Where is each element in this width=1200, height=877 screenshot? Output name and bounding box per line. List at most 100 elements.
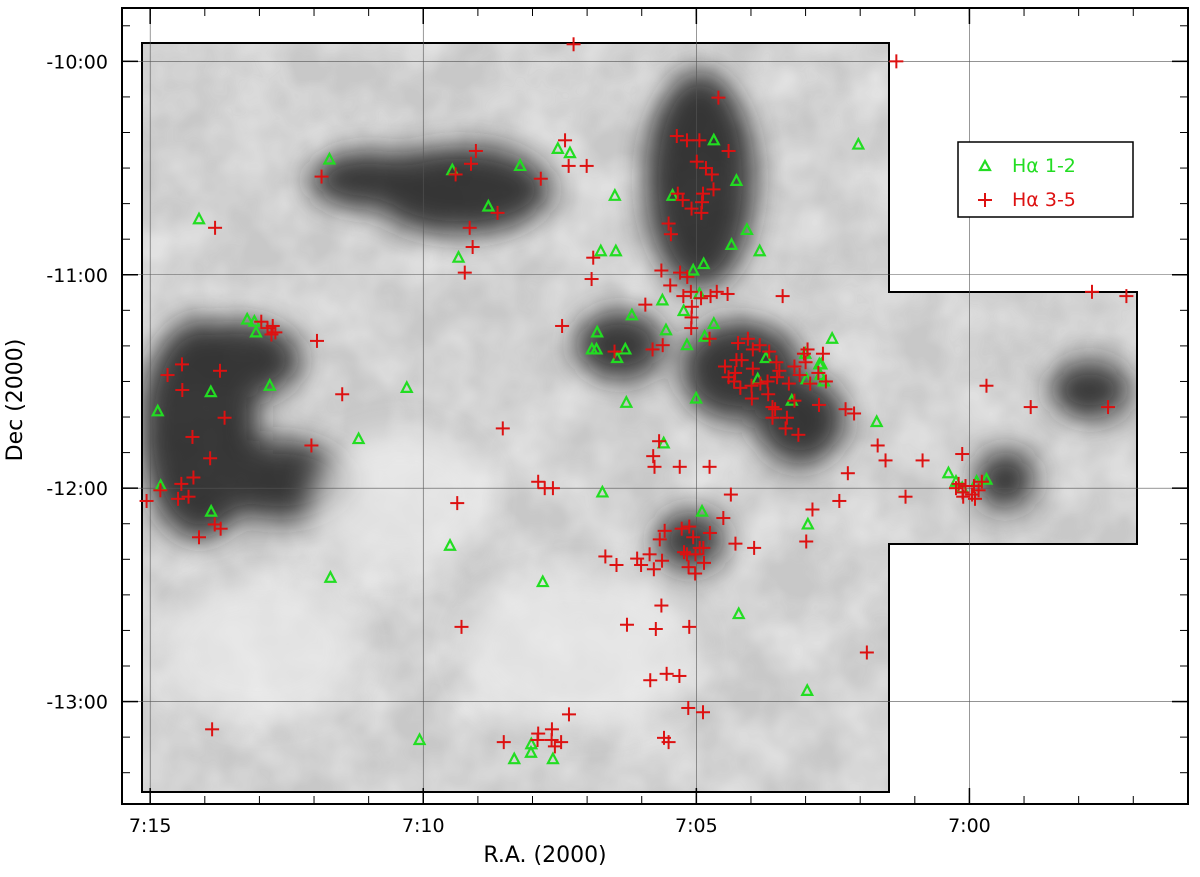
ha-3-5-marker	[566, 37, 581, 52]
ha-3-5-marker	[139, 493, 154, 508]
ha-3-5-marker	[648, 622, 663, 637]
ha-3-5-marker	[702, 525, 717, 540]
ha-3-5-marker	[679, 133, 694, 148]
ha-3-5-marker	[689, 154, 704, 169]
ha-3-5-marker	[682, 519, 697, 534]
ha-3-5-marker	[811, 365, 826, 380]
ha-3-5-marker	[770, 370, 785, 385]
ha-3-5-marker	[561, 707, 576, 722]
legend-box	[957, 141, 1134, 218]
ha-3-5-marker	[740, 331, 755, 346]
ha-3-5-marker	[181, 489, 196, 504]
ha-3-5-marker	[153, 483, 168, 498]
ha-1-2-marker	[451, 249, 466, 263]
ha-3-5-marker	[555, 318, 570, 333]
ha-3-5-marker	[655, 338, 670, 353]
ha-1-2-marker	[443, 537, 457, 551]
plot-frame	[121, 7, 1189, 805]
ha-3-5-marker	[609, 557, 624, 572]
ha-3-5-marker	[174, 357, 189, 372]
ha-3-5-marker	[760, 374, 775, 389]
ha-3-5-marker	[171, 491, 186, 506]
ha-3-5-marker	[723, 487, 738, 502]
ha-1-2-marker	[752, 243, 767, 257]
ha-3-5-marker	[561, 158, 576, 173]
ha-3-5-marker	[586, 250, 601, 265]
y-axis-label: Dec (2000)	[3, 339, 28, 462]
ha-3-5-marker	[717, 359, 732, 374]
ha-1-2-marker	[731, 606, 746, 620]
ha-3-5-marker	[645, 342, 660, 357]
ha-3-5-marker	[775, 289, 790, 304]
ha-1-2-marker	[724, 237, 739, 250]
ha-3-5-marker	[579, 158, 594, 173]
ha-3-5-marker	[859, 645, 874, 660]
ha-3-5-marker	[971, 483, 986, 498]
ha-3-5-marker	[840, 466, 855, 481]
ha-3-5-marker	[798, 355, 813, 370]
ha-3-5-marker	[448, 167, 463, 182]
ha-3-5-marker	[672, 668, 687, 683]
ha-3-5-marker	[731, 336, 746, 351]
ha-3-5-marker	[655, 553, 670, 568]
ha-3-5-marker	[663, 227, 678, 242]
ha-1-2-marker	[825, 330, 839, 344]
ha-3-5-marker	[696, 555, 711, 570]
ha-1-2-marker	[323, 569, 338, 583]
ha-3-5-marker	[450, 496, 465, 511]
ha-1-2-marker	[585, 341, 599, 355]
ha-1-2-marker	[399, 379, 414, 393]
axis-ticks	[122, 8, 1189, 804]
ha-3-5-marker	[812, 397, 827, 412]
ha-3-5-marker	[533, 171, 548, 186]
ha-3-5-marker	[642, 547, 657, 562]
ha-1-2-marker	[618, 341, 633, 355]
ha-1-2-marker	[706, 132, 721, 146]
ha-3-5-marker	[838, 402, 853, 417]
ha-3-5-marker	[309, 333, 324, 348]
ha-3-5-marker	[694, 205, 709, 220]
ha-3-5-marker	[898, 489, 913, 504]
ha-3-5-marker	[457, 265, 472, 280]
x-axis-label: R.A. (2000)	[483, 843, 606, 868]
ha-3-5-marker	[495, 421, 510, 436]
ha-3-5-marker	[584, 272, 599, 287]
ha-3-5-marker	[768, 402, 783, 417]
ha-3-5-marker	[465, 240, 480, 255]
ha-3-5-marker	[711, 90, 726, 105]
ha-1-2-marker	[706, 315, 721, 329]
ha-1-2-marker	[546, 751, 560, 765]
ha-3-5-marker	[747, 540, 762, 555]
ha-3-5-marker	[661, 735, 676, 750]
legend-label-ha-1-2: Hα 1-2	[1012, 155, 1076, 177]
ha-3-5-marker	[792, 368, 807, 383]
ha-3-5-marker	[967, 491, 982, 506]
ha-3-5-marker	[657, 523, 672, 538]
ha-3-5-marker	[727, 374, 742, 389]
ha-3-5-marker	[709, 284, 724, 299]
ha-1-2-marker	[595, 484, 610, 498]
ha-3-5-marker	[956, 489, 971, 504]
ha-3-5-marker	[706, 182, 721, 197]
ha-3-5-marker	[769, 355, 784, 370]
ha-3-5-marker	[647, 459, 662, 474]
ha-3-5-marker	[646, 449, 661, 464]
ha-3-5-marker	[698, 161, 713, 176]
y-tick-label: -11:00	[46, 265, 108, 287]
ha-3-5-marker	[659, 666, 674, 681]
ha-3-5-marker	[744, 391, 759, 406]
ha-1-2-marker	[814, 356, 829, 370]
ha-1-2-marker	[608, 187, 622, 201]
ha-1-2-marker	[524, 744, 538, 758]
ha-3-5-marker	[1084, 284, 1099, 299]
ha-3-5-marker	[663, 278, 678, 293]
ha-3-5-marker	[490, 205, 505, 220]
ha-1-2-marker	[412, 732, 427, 746]
ha-3-5-marker	[677, 545, 692, 560]
ha-3-5-marker	[696, 705, 711, 720]
ha-3-5-marker	[681, 560, 696, 575]
ha-3-5-marker	[870, 438, 885, 453]
ha-3-5-marker	[185, 429, 200, 444]
